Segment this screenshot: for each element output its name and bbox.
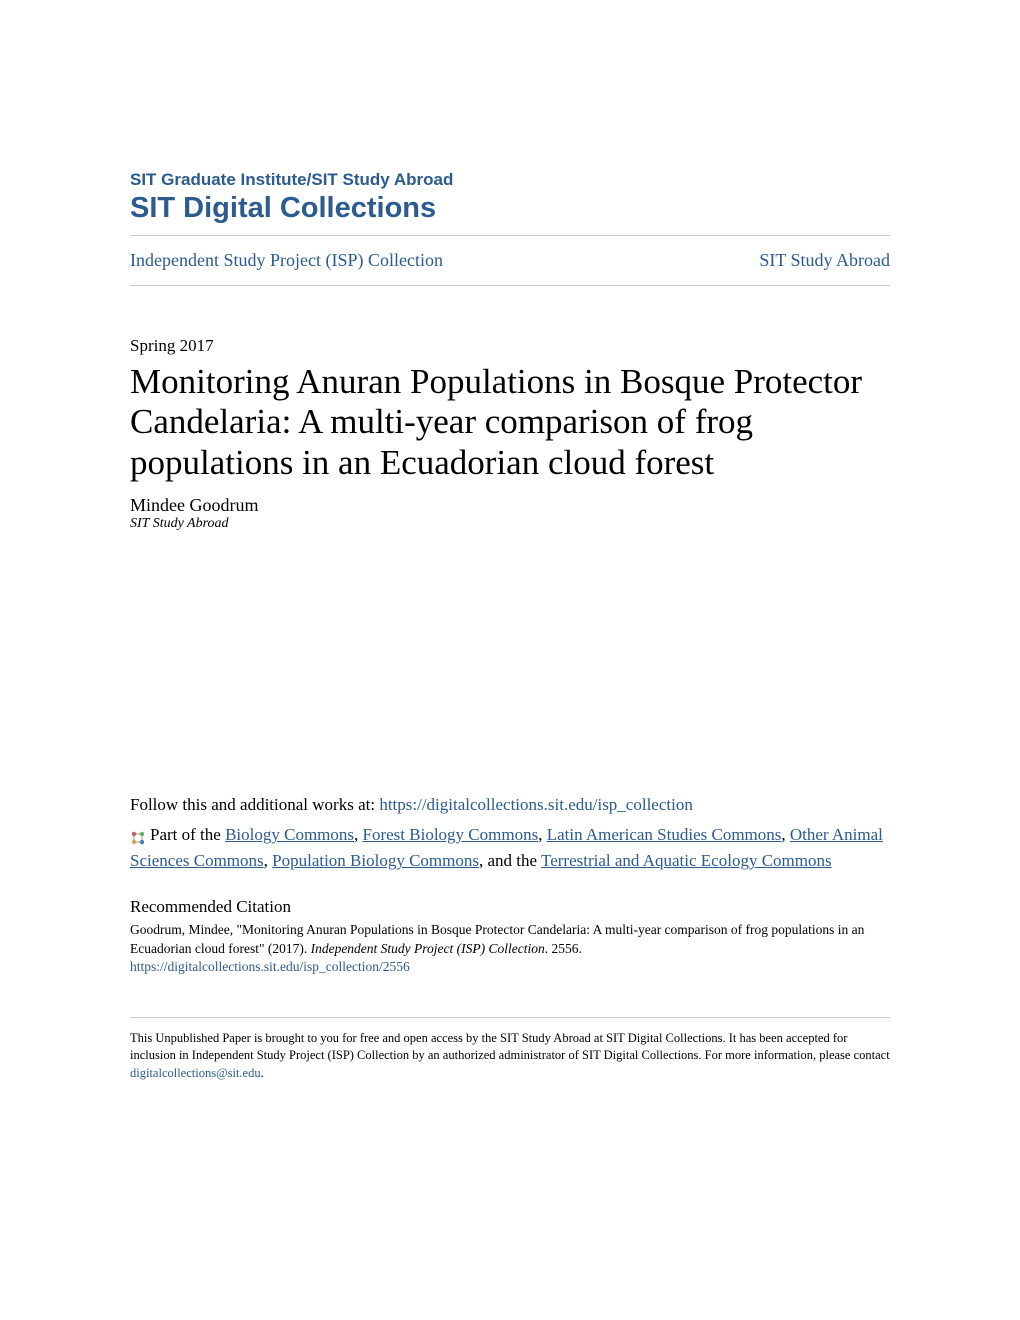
citation-series: Independent Study Project (ISP) Collecti… [311, 941, 545, 956]
part-of-text: Part of the [150, 825, 225, 844]
footer-body: This Unpublished Paper is brought to you… [130, 1031, 890, 1063]
citation-part-2: . 2556. [545, 941, 582, 956]
commons-link-1[interactable]: Forest Biology Commons [363, 825, 539, 844]
nav-row: Independent Study Project (ISP) Collecti… [130, 236, 890, 285]
sep-1: , [538, 825, 547, 844]
follow-section: Follow this and additional works at: htt… [130, 792, 890, 875]
author-name: Mindee Goodrum [130, 495, 890, 516]
citation-section: Recommended Citation Goodrum, Mindee, "M… [130, 897, 890, 975]
footer-period: . [261, 1066, 264, 1080]
citation-text: Goodrum, Mindee, "Monitoring Anuran Popu… [130, 921, 890, 959]
follow-url-link[interactable]: https://digitalcollections.sit.edu/isp_c… [379, 795, 693, 814]
network-icon [130, 828, 146, 844]
commons-link-2[interactable]: Latin American Studies Commons [547, 825, 782, 844]
sep-3: , [264, 851, 273, 870]
commons-link-5[interactable]: Terrestrial and Aquatic Ecology Commons [541, 851, 832, 870]
program-link[interactable]: SIT Study Abroad [759, 250, 890, 271]
commons-line: Part of the Biology Commons, Forest Biol… [130, 822, 890, 875]
follow-prefix: Follow this and additional works at: [130, 795, 379, 814]
footer-text: This Unpublished Paper is brought to you… [130, 1017, 890, 1083]
follow-line: Follow this and additional works at: htt… [130, 792, 890, 818]
footer-email-link[interactable]: digitalcollections@sit.edu [130, 1066, 261, 1080]
commons-link-0[interactable]: Biology Commons [225, 825, 354, 844]
institution-name: SIT Graduate Institute/SIT Study Abroad [130, 170, 890, 190]
divider-bottom [130, 285, 890, 286]
paper-title: Monitoring Anuran Populations in Bosque … [130, 362, 890, 483]
sep-0: , [354, 825, 363, 844]
author-affiliation: SIT Study Abroad [130, 516, 890, 532]
publication-date: Spring 2017 [130, 336, 890, 356]
citation-url-link[interactable]: https://digitalcollections.sit.edu/isp_c… [130, 959, 890, 975]
and-the-text: , and the [479, 851, 541, 870]
commons-link-4[interactable]: Population Biology Commons [272, 851, 479, 870]
site-title[interactable]: SIT Digital Collections [130, 192, 890, 225]
collection-link[interactable]: Independent Study Project (ISP) Collecti… [130, 250, 443, 271]
citation-heading: Recommended Citation [130, 897, 890, 917]
sep-2: , [781, 825, 790, 844]
